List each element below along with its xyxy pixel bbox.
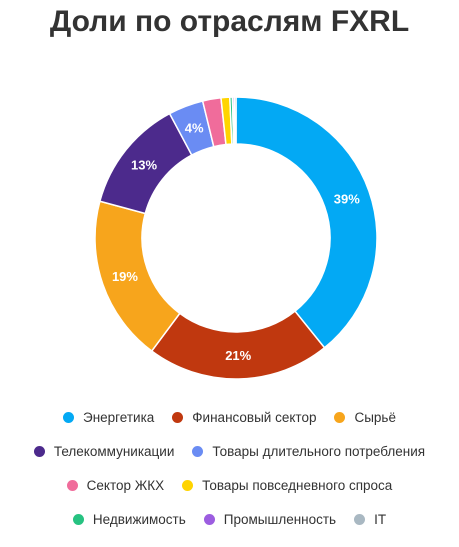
legend-row: Энергетика Финансовый сектор Сырьё — [0, 400, 459, 434]
chart-legend: Энергетика Финансовый сектор Сырьё Телекомм… — [0, 400, 459, 536]
legend-swatch-icon — [66, 479, 78, 491]
legend-swatch-icon — [72, 513, 84, 525]
legend-item[interactable]: Промышленность — [203, 511, 337, 527]
legend-row: Недвижимость Промышленность IT — [0, 502, 459, 536]
legend-row: Сектор ЖКХ Товары повседневного спроса — [0, 468, 459, 502]
legend-label: IT — [374, 511, 387, 527]
slice-data-label: 39% — [334, 191, 360, 206]
legend-item[interactable]: Сырьё — [334, 410, 396, 425]
legend-item[interactable]: Недвижимость — [72, 511, 186, 527]
legend-item[interactable]: IT — [354, 512, 386, 527]
legend-swatch-icon — [203, 513, 215, 525]
legend-swatch-icon — [63, 411, 74, 423]
legend-item[interactable]: Финансовый сектор — [172, 410, 316, 425]
legend-label: Сектор ЖКХ — [86, 477, 165, 493]
legend-swatch-icon — [334, 411, 346, 423]
legend-label: Недвижимость — [92, 511, 186, 527]
legend-swatch-icon — [354, 513, 366, 525]
slice-data-label: 4% — [185, 121, 204, 136]
legend-label: Промышленность — [223, 511, 337, 527]
legend-swatch-icon — [172, 411, 184, 423]
legend-item[interactable]: Товары длительного потребления — [192, 444, 425, 459]
slice-data-label: 13% — [131, 157, 157, 172]
donut-slice — [150, 310, 326, 380]
legend-item[interactable]: Энергетика — [63, 410, 154, 425]
legend-label: Товары повседневного спроса — [202, 477, 393, 493]
slice-data-label: 19% — [112, 269, 138, 284]
donut-slice — [233, 96, 237, 145]
legend-label: Финансовый сектор — [192, 409, 317, 425]
legend-swatch-icon — [182, 479, 194, 491]
chart-title: Доли по отраслям FXRL — [49, 5, 410, 38]
legend-label: Сырьё — [354, 409, 396, 425]
donut-slice — [235, 96, 378, 349]
legend-label: Товары длительного потребления — [212, 443, 426, 459]
legend-row: Телекоммуникации Товары длительного потре… — [0, 434, 459, 468]
legend-item[interactable]: Телекоммуникации — [33, 443, 175, 459]
legend-swatch-icon — [33, 445, 45, 457]
legend-label: Телекоммуникации — [53, 443, 175, 459]
slice-data-label: 21% — [225, 348, 251, 363]
legend-item[interactable]: Товары повседневного спроса — [182, 478, 392, 493]
legend-item[interactable]: Сектор ЖКХ — [66, 477, 165, 493]
legend-label: Энергетика — [83, 409, 155, 425]
legend-swatch-icon — [192, 445, 204, 457]
